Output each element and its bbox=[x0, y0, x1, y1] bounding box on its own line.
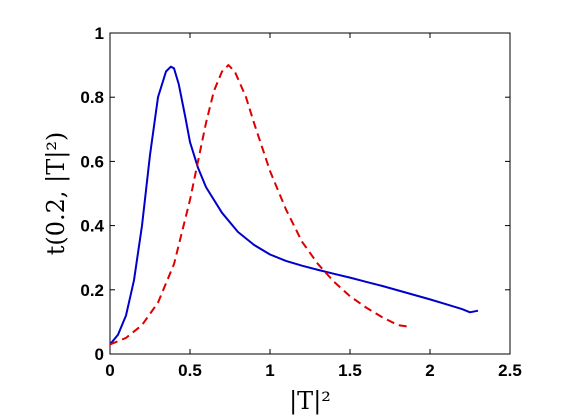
dashed-red-series-line bbox=[109, 64, 410, 346]
y-tick-label: 0.4 bbox=[80, 217, 104, 236]
plot-frame bbox=[109, 32, 511, 355]
x-tick-label: 2 bbox=[425, 361, 434, 380]
x-axis-label: |T|² bbox=[289, 387, 331, 416]
y-axis-label: t(0.2, |T|²) bbox=[42, 132, 71, 256]
y-tick-label: 1 bbox=[95, 24, 104, 43]
solid-blue-series-line bbox=[109, 65, 479, 346]
x-tick-label: 0.5 bbox=[178, 361, 202, 380]
y-tick-label: 0 bbox=[95, 345, 104, 364]
tick-label-layer: 0 0.5 1 1.5 2 2.5 0 0.2 0.4 0.6 0.8 1 bbox=[80, 24, 521, 380]
y-tick-label: 0.2 bbox=[80, 281, 104, 300]
tick-layer bbox=[109, 32, 511, 355]
series-layer bbox=[109, 64, 479, 346]
x-tick-label: 1.5 bbox=[338, 361, 362, 380]
x-tick-label: 1 bbox=[265, 361, 274, 380]
y-tick-label: 0.6 bbox=[80, 152, 104, 171]
plot-border bbox=[109, 32, 511, 355]
y-tick-label: 0.8 bbox=[80, 88, 104, 107]
x-tick-label: 0 bbox=[105, 361, 114, 380]
x-tick-label: 2.5 bbox=[498, 361, 522, 380]
